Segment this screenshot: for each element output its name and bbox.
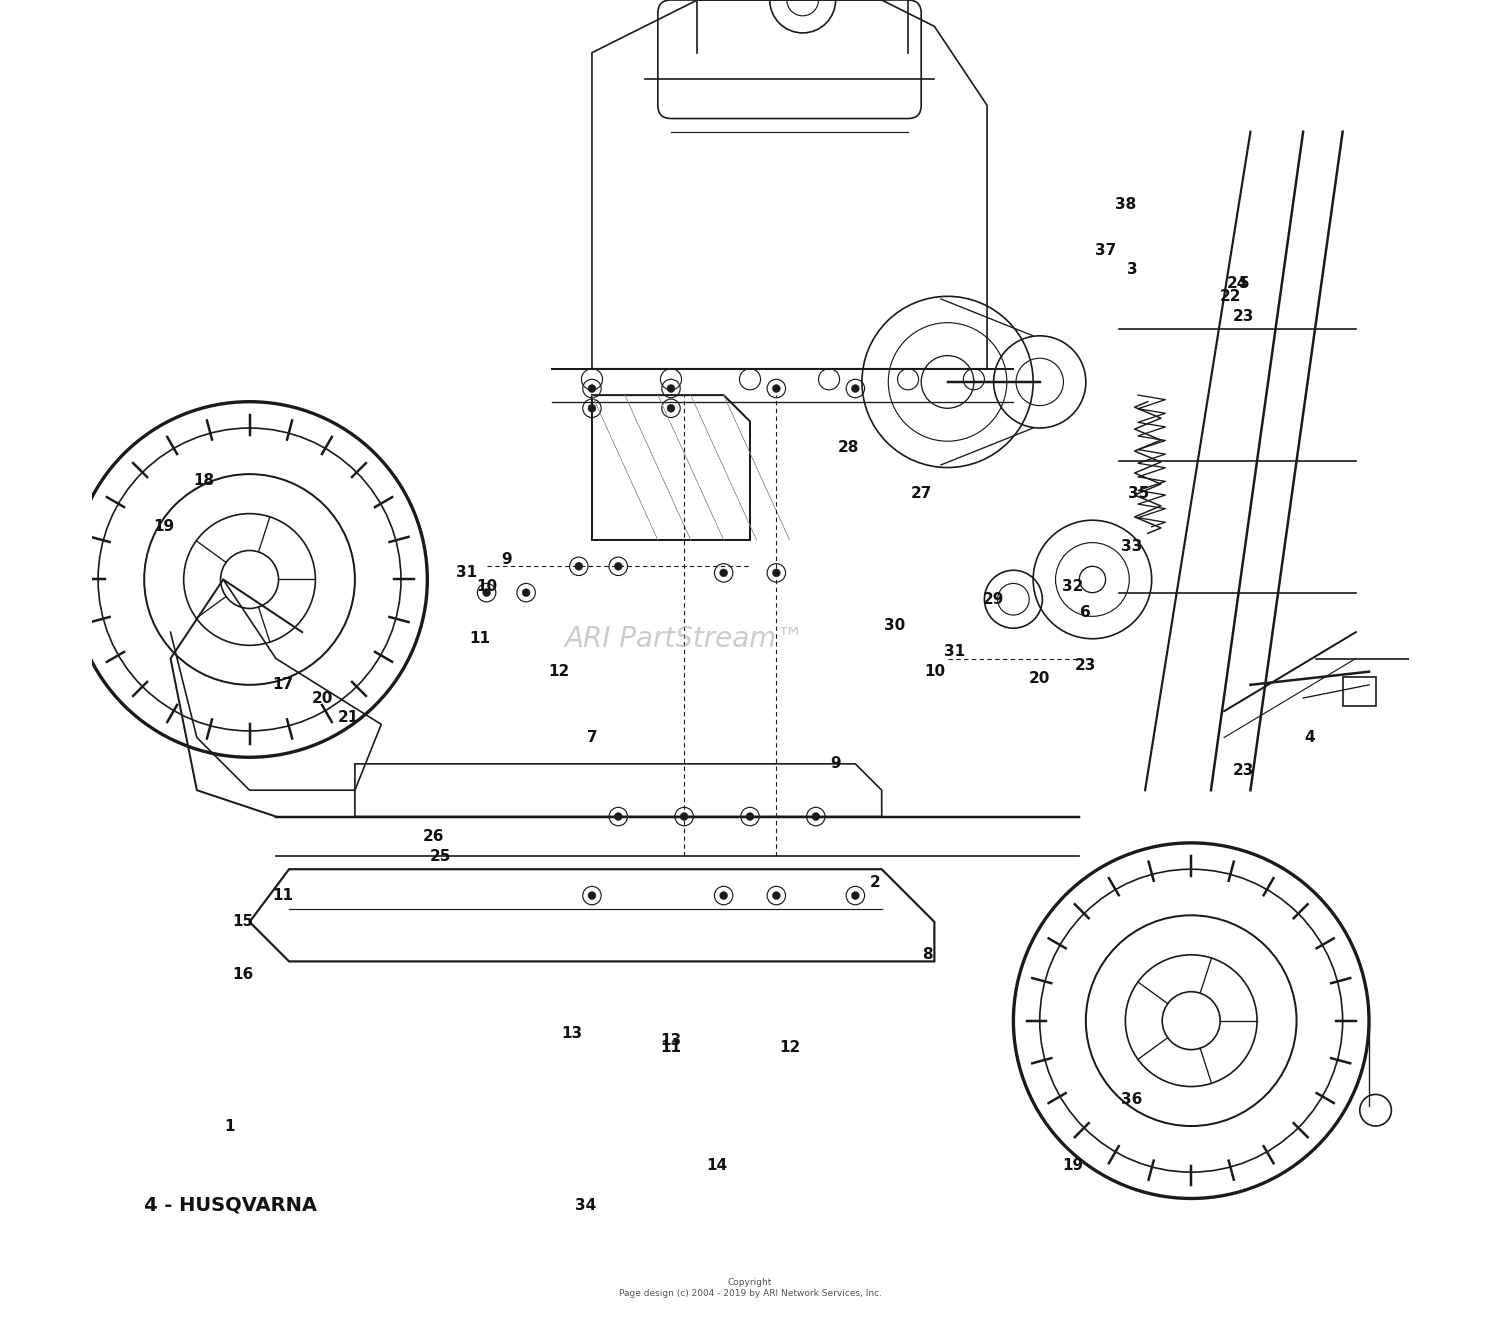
Text: 28: 28 xyxy=(839,440,860,456)
Circle shape xyxy=(668,385,675,392)
Text: 13: 13 xyxy=(561,1026,584,1042)
Text: 36: 36 xyxy=(1120,1092,1143,1108)
Text: 25: 25 xyxy=(430,848,451,864)
Circle shape xyxy=(772,892,780,900)
Text: 15: 15 xyxy=(232,914,254,930)
Text: 30: 30 xyxy=(884,618,906,633)
Text: 7: 7 xyxy=(586,730,597,745)
Text: 23: 23 xyxy=(1233,763,1254,778)
Text: 29: 29 xyxy=(982,591,1005,607)
Bar xyxy=(1342,677,1376,706)
Circle shape xyxy=(588,385,596,392)
Text: 17: 17 xyxy=(272,677,292,693)
Text: 26: 26 xyxy=(423,828,444,844)
Circle shape xyxy=(668,404,675,412)
Circle shape xyxy=(772,385,780,392)
Text: 11: 11 xyxy=(660,1039,681,1055)
Text: 13: 13 xyxy=(660,1033,681,1048)
Text: 4: 4 xyxy=(1305,730,1316,745)
Text: 20: 20 xyxy=(312,690,333,706)
Text: 5: 5 xyxy=(1239,275,1250,291)
Circle shape xyxy=(615,813,622,820)
Text: 22: 22 xyxy=(1220,288,1242,304)
Text: Copyright
Page design (c) 2004 - 2019 by ARI Network Services, Inc.: Copyright Page design (c) 2004 - 2019 by… xyxy=(618,1279,882,1297)
Circle shape xyxy=(615,562,622,570)
Text: 37: 37 xyxy=(1095,242,1116,258)
Text: 23: 23 xyxy=(1076,657,1096,673)
Text: 38: 38 xyxy=(1114,196,1136,212)
Text: 12: 12 xyxy=(778,1039,800,1055)
Text: 16: 16 xyxy=(232,967,254,982)
Circle shape xyxy=(720,892,728,900)
Text: 8: 8 xyxy=(922,947,933,963)
Circle shape xyxy=(483,589,490,597)
Text: 12: 12 xyxy=(549,664,570,680)
Circle shape xyxy=(522,589,530,597)
Text: 1: 1 xyxy=(225,1118,236,1134)
Text: 2: 2 xyxy=(870,874,880,890)
Text: 24: 24 xyxy=(1227,275,1248,291)
Text: 19: 19 xyxy=(1062,1158,1083,1173)
Text: 19: 19 xyxy=(153,519,174,535)
Circle shape xyxy=(588,892,596,900)
Text: 6: 6 xyxy=(1080,605,1090,620)
Text: 10: 10 xyxy=(924,664,945,680)
Text: 34: 34 xyxy=(574,1197,596,1213)
Text: 11: 11 xyxy=(470,631,490,647)
Text: 10: 10 xyxy=(476,578,496,594)
Text: 31: 31 xyxy=(456,565,477,581)
Circle shape xyxy=(852,892,859,900)
Circle shape xyxy=(772,569,780,577)
Text: 35: 35 xyxy=(1128,486,1149,502)
Text: ARI PartStream™: ARI PartStream™ xyxy=(564,624,804,653)
Text: 9: 9 xyxy=(831,756,842,772)
Text: 14: 14 xyxy=(706,1158,728,1173)
Circle shape xyxy=(812,813,820,820)
Circle shape xyxy=(746,813,754,820)
Circle shape xyxy=(680,813,688,820)
Circle shape xyxy=(588,404,596,412)
Text: 9: 9 xyxy=(501,552,512,568)
Text: 33: 33 xyxy=(1122,539,1143,554)
Text: 21: 21 xyxy=(338,710,358,726)
Text: 31: 31 xyxy=(944,644,964,660)
Text: 27: 27 xyxy=(910,486,932,502)
Text: 23: 23 xyxy=(1233,308,1254,324)
Circle shape xyxy=(852,385,859,392)
Text: 4 - HUSQVARNA: 4 - HUSQVARNA xyxy=(144,1196,316,1214)
Circle shape xyxy=(720,569,728,577)
Text: 32: 32 xyxy=(1062,578,1083,594)
Text: 3: 3 xyxy=(1126,262,1137,278)
Text: 18: 18 xyxy=(194,473,214,489)
Circle shape xyxy=(574,562,582,570)
Text: 20: 20 xyxy=(1029,670,1050,686)
Text: 11: 11 xyxy=(272,888,292,903)
